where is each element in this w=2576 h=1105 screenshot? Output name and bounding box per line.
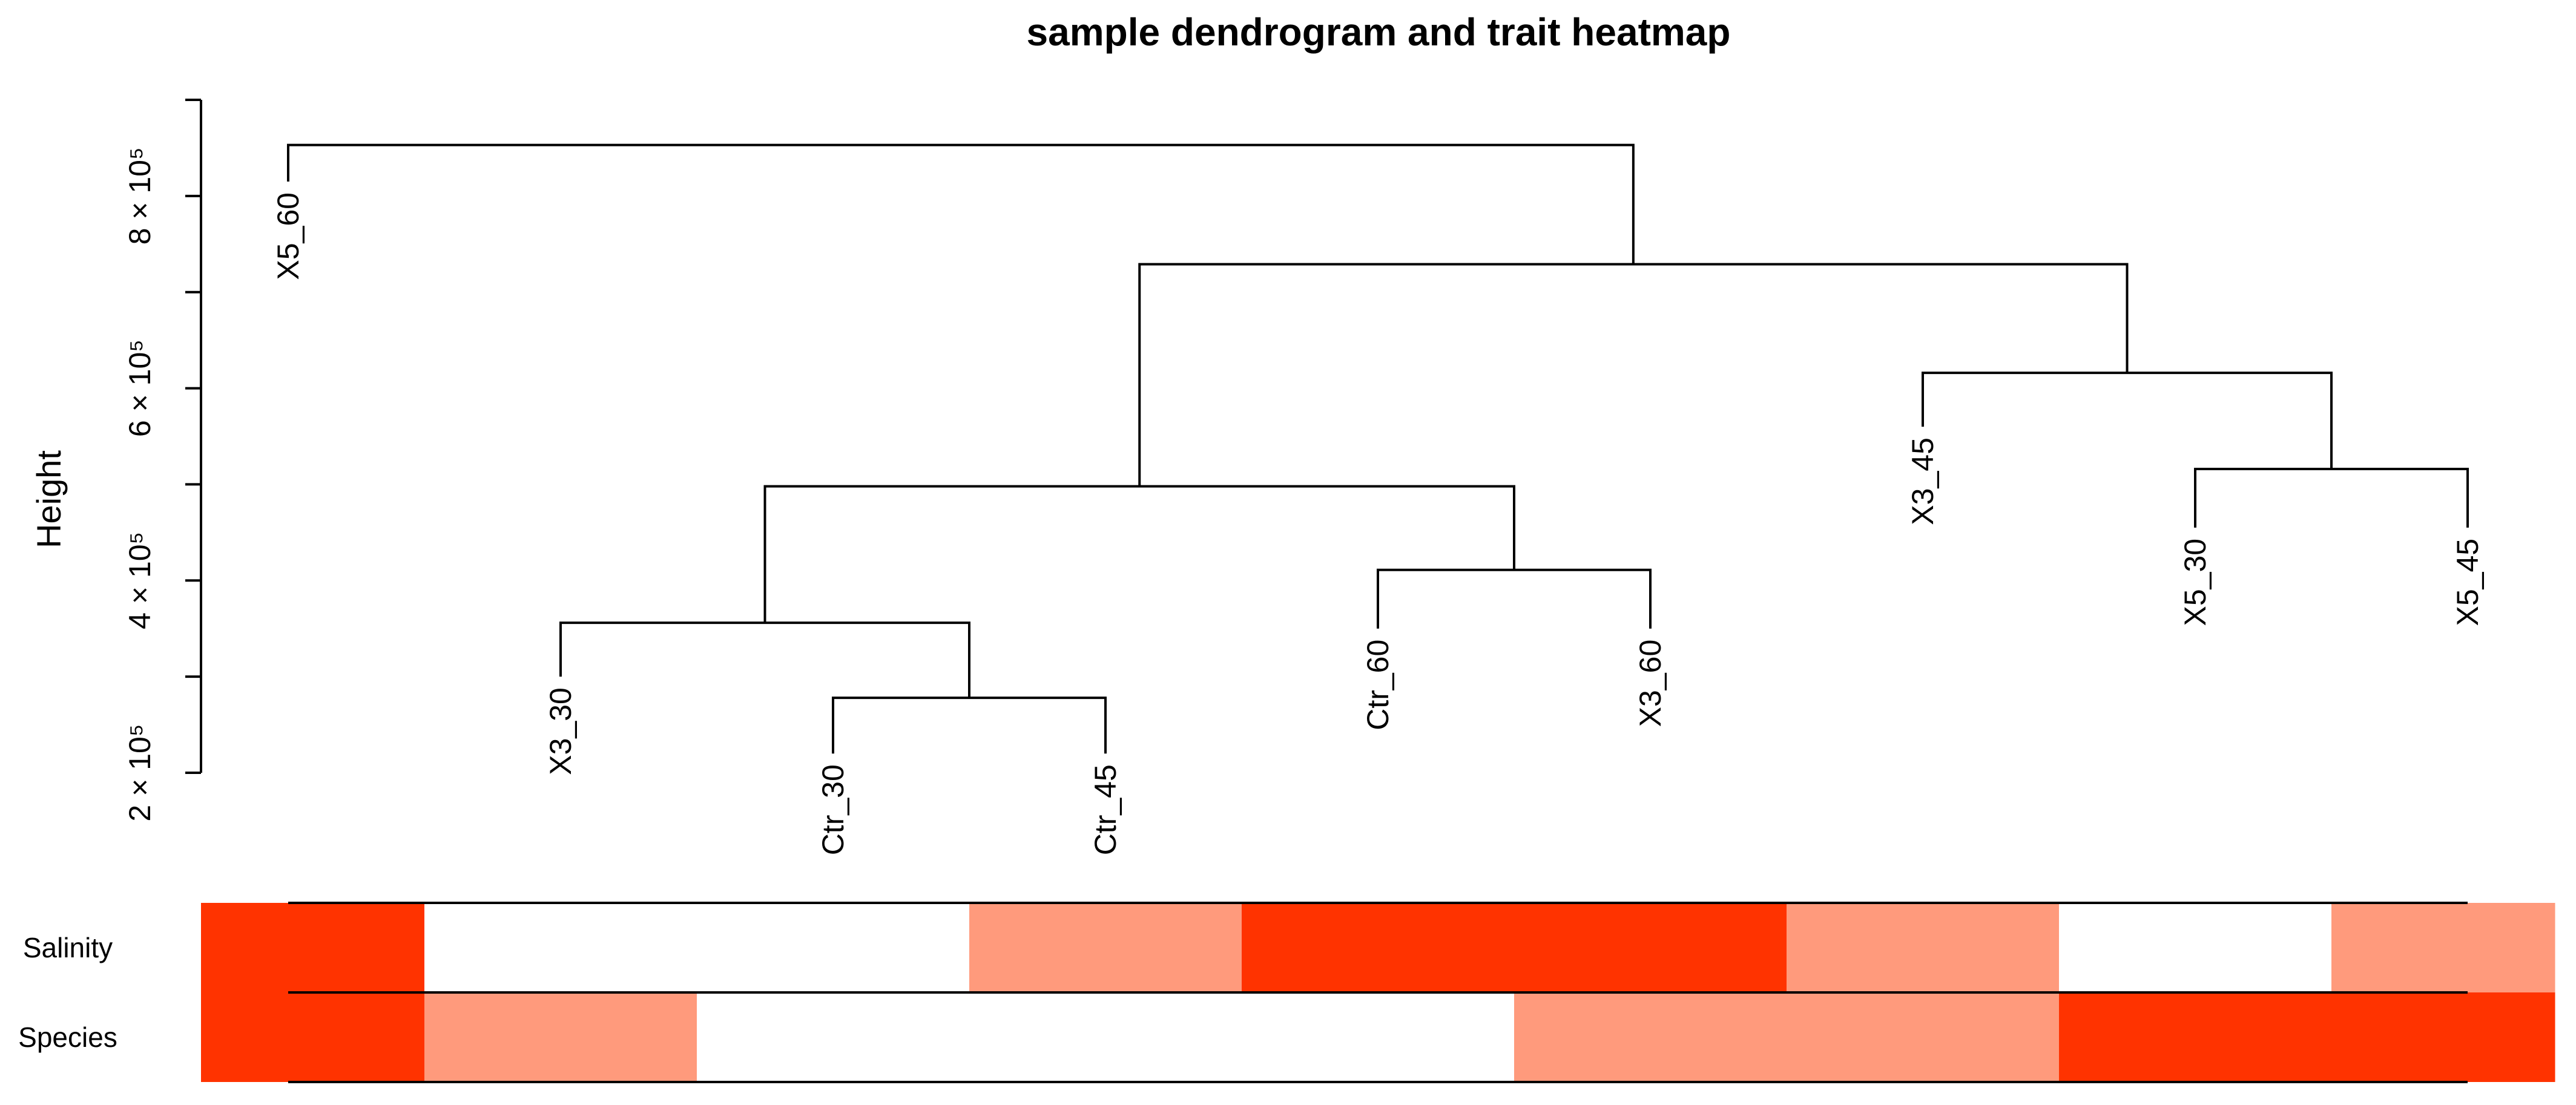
chart-title: sample dendrogram and trait heatmap (1027, 10, 1731, 54)
dendrogram-branch-m2 (559, 621, 970, 698)
leaf-label: X3_60 (1633, 640, 1667, 727)
heatmap-cell-species (697, 992, 970, 1082)
y-tick-label: 2 × 10⁵ (123, 724, 157, 821)
y-tick-label: 8 × 10⁵ (123, 147, 157, 244)
dendrogram (287, 143, 2469, 754)
heatmap-cell-species (1787, 992, 2060, 1082)
y-tick-label: 4 × 10⁵ (123, 532, 157, 629)
dendrogram-branch-m3 (1377, 568, 1652, 629)
heatmap-cell-salinity (1787, 903, 2060, 992)
y-axis-label: Height (30, 450, 68, 548)
heatmap-cell-species (2059, 992, 2332, 1082)
leaf-label: X5_60 (271, 192, 305, 280)
heatmap-cell-salinity (2059, 903, 2332, 992)
dendrogram-branch-m7 (1138, 263, 2129, 487)
y-tick-label: 6 × 10⁵ (123, 339, 157, 437)
trait-heatmap: Salinity Species (18, 902, 2555, 1083)
leaf-labels: X5_60 X3_30 Ctr_30 Ctr_45 Ctr_60 X3_60 X3_45 X5… (271, 192, 2485, 855)
heatmap-cell-species (201, 992, 425, 1082)
dendrogram-branch-m5 (2194, 468, 2469, 528)
leaf-label: X3_30 (544, 687, 578, 775)
heatmap-cell-species (969, 992, 1242, 1082)
heatmap-cell-salinity (424, 903, 697, 992)
dendrogram-branch-m4 (763, 485, 1515, 623)
heatmap-cell-species (1514, 992, 1787, 1082)
heatmap-cell-salinity (969, 903, 1242, 992)
leaf-label: Ctr_60 (1361, 640, 1395, 730)
dendrogram-branch-m6 (1922, 372, 2333, 470)
heatmap-cell-salinity (201, 903, 425, 992)
dendrogram-branch-m1 (832, 697, 1107, 754)
heatmap-cell-salinity (697, 903, 970, 992)
leaf-label: Ctr_45 (1089, 764, 1122, 855)
heatmap-cell-salinity (1514, 903, 1787, 992)
dendrogram-branch-m8 (287, 143, 1635, 264)
leaf-label: X5_30 (2178, 539, 2212, 626)
leaf-label: Ctr_30 (816, 764, 850, 855)
heatmap-cell-species (1242, 992, 1515, 1082)
heatmap-cell-species (2331, 992, 2555, 1082)
heatmap-cell-salinity (2331, 903, 2555, 992)
leaf-label: X3_45 (1906, 438, 1940, 525)
heatmap-cell-salinity (1242, 903, 1515, 992)
heatmap-row-label: Species (18, 1021, 117, 1053)
leaf-label: X5_45 (2451, 539, 2485, 626)
y-axis: 2 × 10⁵ 4 × 10⁵ 6 × 10⁵ 8 × 10⁵ (123, 99, 202, 822)
heatmap-cell-species (424, 992, 697, 1082)
heatmap-row-label: Salinity (23, 932, 113, 963)
